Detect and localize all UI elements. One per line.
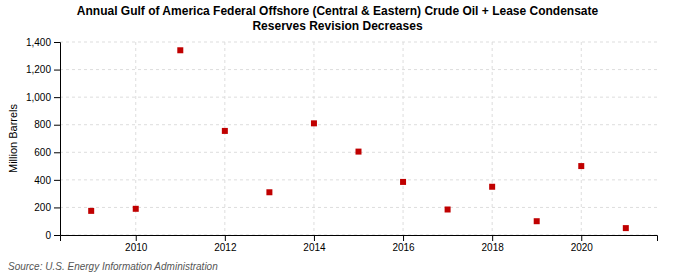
- x-grid-line: [403, 42, 404, 235]
- point: [222, 128, 228, 134]
- y-grid-line: [60, 124, 657, 125]
- x-grid-line: [313, 42, 314, 235]
- title-line: Annual Gulf of America Federal Offshore …: [77, 4, 599, 18]
- point: [356, 149, 362, 155]
- x-grid-line: [224, 42, 225, 235]
- y-tick-mark: [54, 70, 60, 71]
- source: Source: U.S. Energy Information Administ…: [8, 261, 218, 272]
- x-tick-label: 2018: [482, 242, 505, 253]
- x-tick: 2016: [392, 235, 415, 253]
- y-tick-label: 1,200: [26, 64, 51, 75]
- y-tick-mark: [54, 42, 60, 43]
- y-tick: 1,200: [26, 64, 60, 75]
- x-tick: 2014: [303, 235, 326, 253]
- point: [177, 47, 183, 53]
- y-tick-mark: [54, 180, 60, 181]
- y-tick-label: 600: [34, 147, 51, 158]
- x-tick-mark: [581, 235, 582, 241]
- y-tick-label: 400: [34, 175, 51, 186]
- title: Annual Gulf of America Federal Offshore …: [77, 4, 599, 33]
- y-tick: 1,000: [26, 92, 60, 103]
- y-grid-line: [60, 179, 657, 180]
- y-tick-label: 1,000: [26, 92, 51, 103]
- x-axis: 2010 2012 2014 2016 2018 2020: [61, 235, 658, 253]
- point: [400, 179, 406, 185]
- y-tick-label: 1,400: [26, 37, 51, 48]
- point: [311, 120, 317, 126]
- point: [266, 189, 272, 195]
- x-tick-mark: [314, 235, 315, 241]
- y-tick-mark: [54, 125, 60, 126]
- y-tick: 400: [34, 175, 60, 186]
- x-tick: 2012: [214, 235, 237, 253]
- y-tick: 800: [34, 119, 60, 130]
- y-axis-label: Million Barrels: [7, 103, 19, 173]
- x-tick-mark: [225, 235, 226, 241]
- point: [133, 206, 139, 212]
- title-line: Reserves Revision Decreases: [252, 19, 422, 33]
- x-tick-label: 2016: [392, 242, 415, 253]
- y-tick-label: 200: [34, 202, 51, 213]
- point: [578, 163, 584, 169]
- y-tick: 200: [34, 202, 60, 213]
- x-tick: 2020: [571, 235, 594, 253]
- x-tick-mark: [403, 235, 404, 241]
- x-tick-mark: [492, 235, 493, 241]
- y-tick-mark: [54, 235, 60, 236]
- point: [534, 218, 540, 224]
- x-axis-line: [61, 236, 658, 242]
- x-tick-label: 2010: [125, 242, 148, 253]
- y-axis: 0 200 400 600 800 1,000 1,200 1,400: [26, 37, 61, 241]
- x-tick-label: 2012: [214, 242, 237, 253]
- x-tick-label: 2014: [303, 242, 326, 253]
- point: [489, 184, 495, 190]
- point: [445, 206, 451, 212]
- point: [623, 225, 629, 231]
- grid: [60, 42, 657, 235]
- y-grid-line: [60, 97, 657, 98]
- x-tick: 2018: [482, 235, 505, 253]
- y-axis-line: [54, 43, 61, 236]
- y-grid-line: [60, 207, 657, 208]
- x-grid-line: [581, 42, 582, 235]
- y-tick: 600: [34, 147, 60, 158]
- y-grid-line: [60, 69, 657, 70]
- y-tick-mark: [54, 152, 60, 153]
- x-tick-label: 2020: [571, 242, 594, 253]
- chart: 2010 2012 2014 2016 2018 2020 0 200 400 600 800 1,0…: [0, 0, 675, 275]
- y-tick-mark: [54, 207, 60, 208]
- y-tick: 0: [45, 230, 60, 241]
- plot: 2010 2012 2014 2016 2018 2020 0 200 400 600 800 1,0…: [26, 37, 658, 253]
- y-tick: 1,400: [26, 37, 60, 48]
- x-grid-line: [492, 42, 493, 235]
- x-tick: 2010: [125, 235, 148, 253]
- y-tick-label: 0: [45, 230, 51, 241]
- y-tick-mark: [54, 97, 60, 98]
- y-grid-line: [60, 42, 657, 43]
- point: [88, 208, 94, 214]
- x-tick-mark: [136, 235, 137, 241]
- y-tick-label: 800: [34, 119, 51, 130]
- points: [88, 47, 629, 231]
